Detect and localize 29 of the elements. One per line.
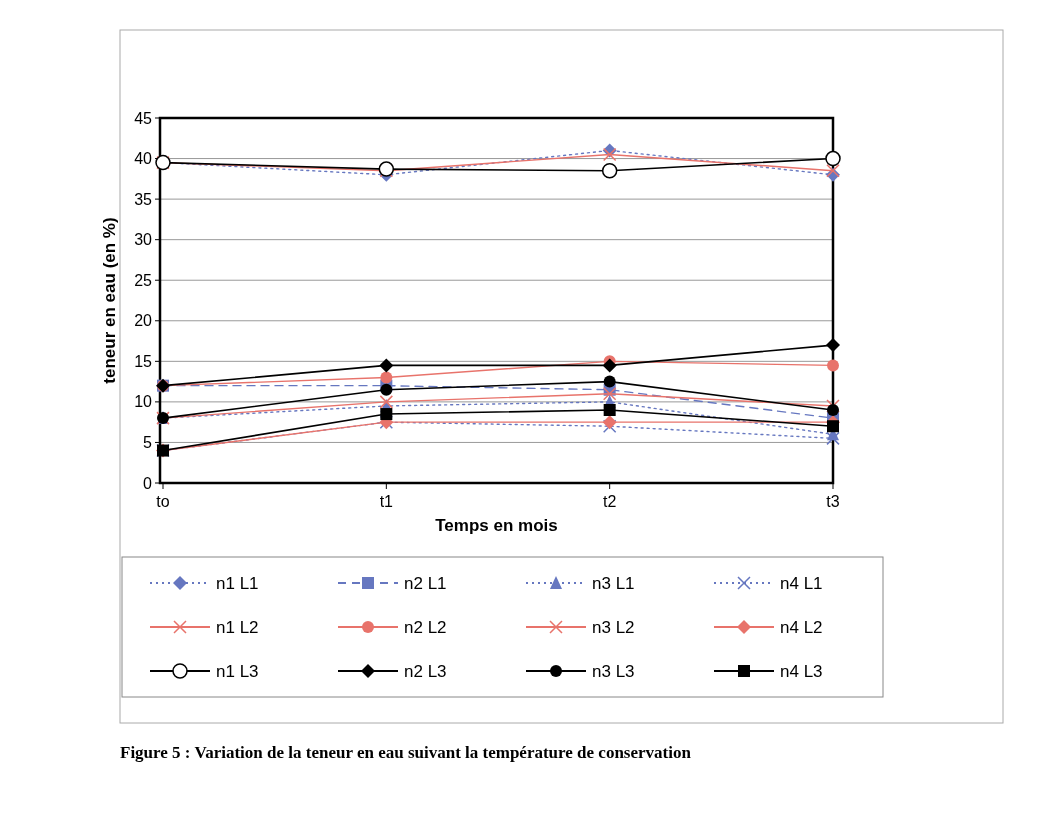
y-tick-label: 0	[143, 474, 153, 492]
y-tick-label: 10	[134, 393, 153, 411]
x-tick-label: t1	[379, 493, 394, 510]
legend-label: n4 L1	[780, 573, 823, 593]
legend-label: n1 L1	[216, 573, 259, 593]
caption: Figure 5 : Variation de la teneur en eau suivant la température de conservation	[120, 743, 692, 762]
x-axis-title: Temps en mois	[435, 516, 558, 535]
y-axis-title: teneur en eau (en %)	[100, 217, 119, 384]
y-tick-label: 45	[134, 109, 153, 127]
y-tick-label: 20	[134, 312, 153, 330]
legend-label: n2 L1	[404, 573, 447, 593]
legend-label: n3 L2	[592, 617, 635, 637]
legend-label: n1 L3	[216, 661, 259, 681]
x-tick-label: t3	[826, 493, 840, 510]
legend-label: n2 L3	[404, 661, 447, 681]
legend-label: n3 L3	[592, 661, 635, 681]
y-tick-label: 40	[134, 150, 153, 168]
y-tick-label: 5	[143, 434, 153, 452]
y-tick-label: 30	[134, 231, 153, 249]
y-tick-label: 15	[134, 352, 153, 370]
legend-label: n4 L3	[780, 661, 823, 681]
x-tick-label: t2	[602, 493, 617, 510]
y-tick-label: 35	[134, 190, 153, 208]
legend-label: n4 L2	[780, 617, 823, 637]
legend-label: n1 L2	[216, 617, 259, 637]
legend-label: n2 L2	[404, 617, 447, 637]
x-tick-label: to	[156, 493, 170, 510]
y-tick-label: 25	[134, 271, 153, 289]
legend-label: n3 L1	[592, 573, 635, 593]
